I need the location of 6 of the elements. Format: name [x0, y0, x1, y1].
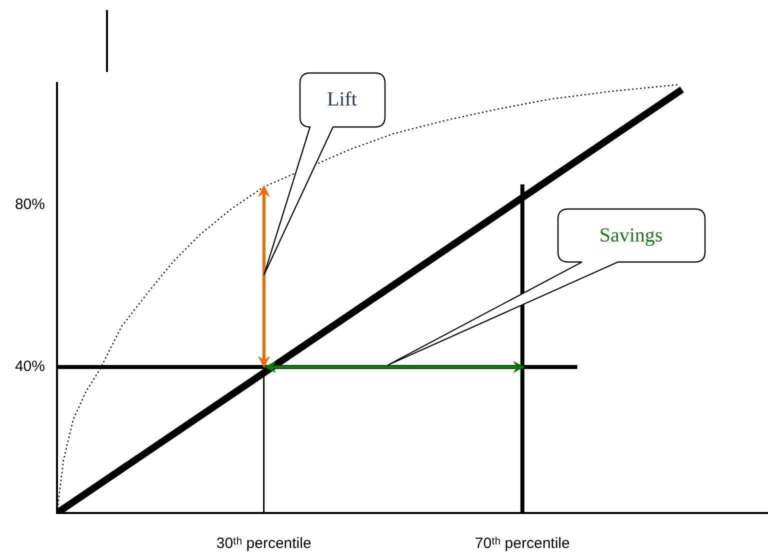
- x-tick-label: 30ᵗʰ percentile: [216, 535, 312, 552]
- annotation: Lift: [327, 88, 357, 112]
- y-tick-label: 80%: [14, 196, 45, 213]
- annotation: Savings: [599, 224, 663, 248]
- x-tick-label: 70ᵗʰ percentile: [474, 535, 570, 552]
- y-tick-label: 40%: [14, 358, 45, 376]
